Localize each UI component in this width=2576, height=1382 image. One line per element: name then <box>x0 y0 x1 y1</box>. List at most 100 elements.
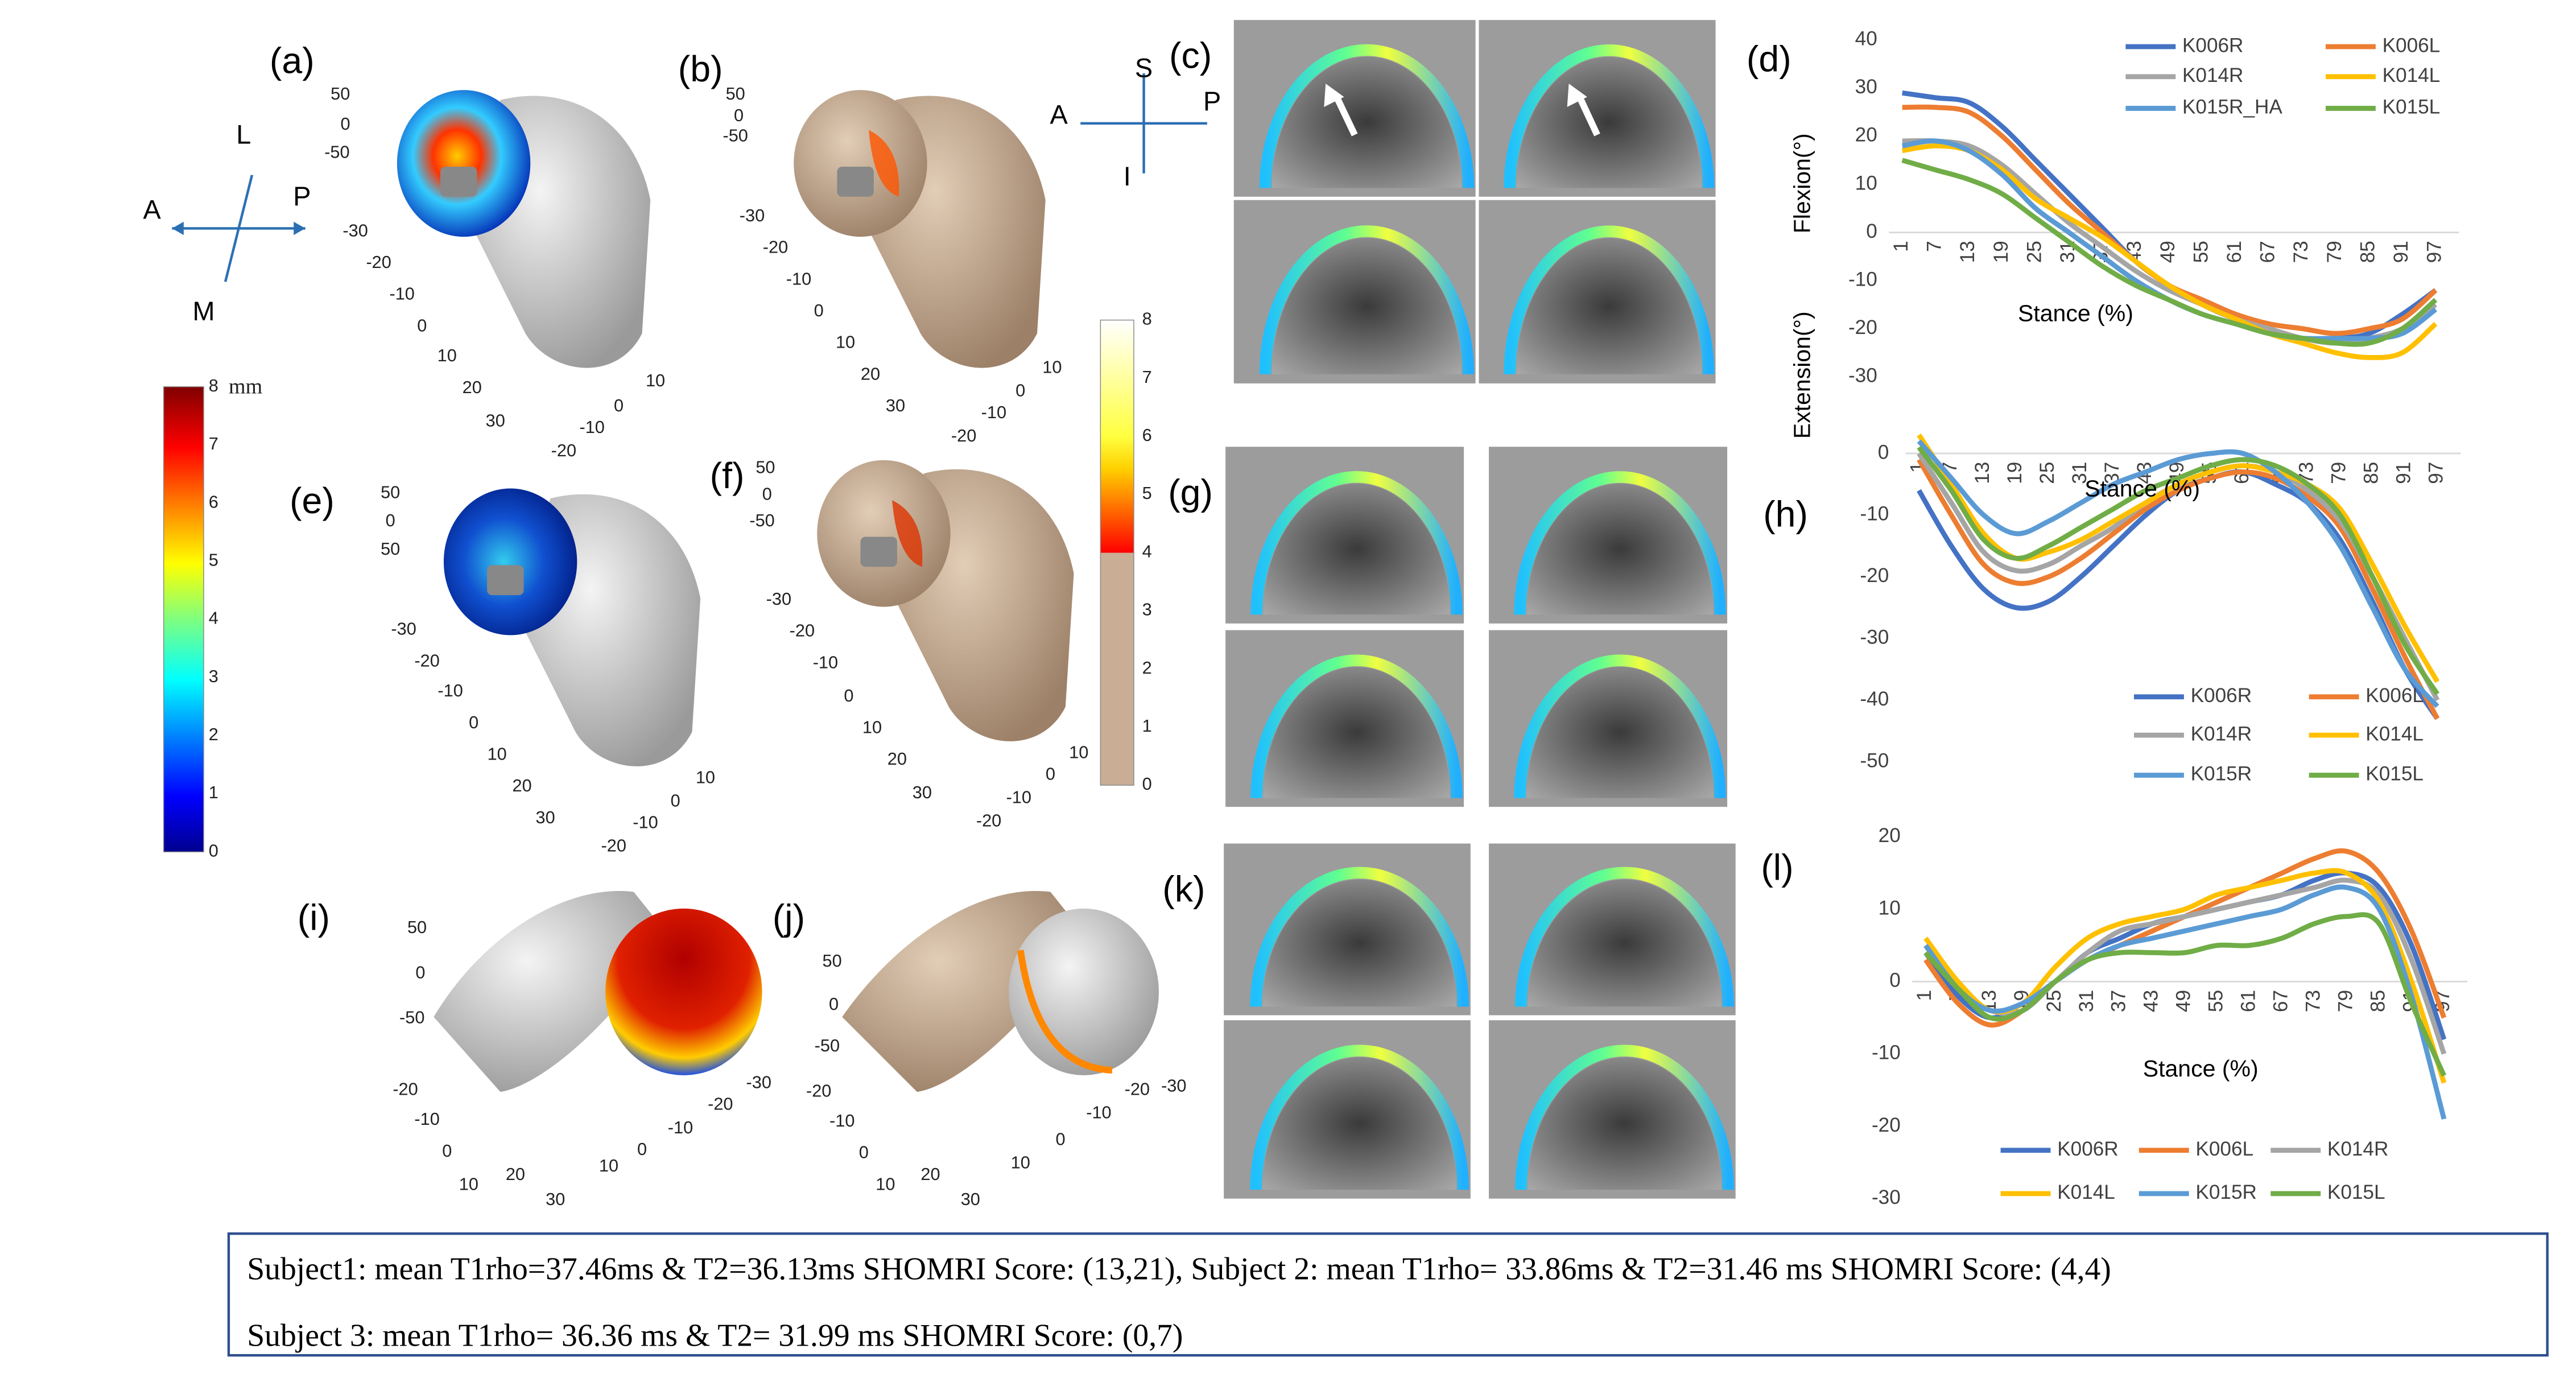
y-tick-label: 0 <box>1889 969 1901 991</box>
x-tick-label: 7 <box>1923 241 1946 252</box>
humeral-head <box>605 908 762 1075</box>
render-tick-label: 0 <box>734 105 744 125</box>
panel-label: (b) <box>678 48 723 89</box>
render-tick-label: 0 <box>671 790 680 810</box>
x-tick-label: 97 <box>2425 462 2447 484</box>
render-tick-label: 30 <box>486 410 505 430</box>
orientation-label: M <box>192 296 214 326</box>
render-tick-label: -10 <box>981 402 1006 422</box>
x-tick-label: 25 <box>2023 241 2045 263</box>
render-tick-label: 0 <box>415 962 425 982</box>
render-tick-label: 0 <box>442 1141 452 1161</box>
x-tick-label: 37 <box>2108 990 2130 1012</box>
render-tick-label: -20 <box>806 1080 831 1100</box>
render-tick-label: 10 <box>876 1174 895 1194</box>
y-tick-label: 0 <box>1878 441 1889 463</box>
humeral-head <box>397 90 531 237</box>
render-tick-label: 0 <box>1055 1129 1065 1149</box>
y-tick-label: 20 <box>1855 124 1877 146</box>
legend-label: K015L <box>2327 1181 2385 1203</box>
mri-bone <box>1526 667 1714 798</box>
mri-bone <box>1528 879 1722 1007</box>
x-axis-label: Stance (%) <box>2143 1055 2259 1082</box>
render-tick-label: -30 <box>391 619 416 639</box>
render-tick-label: -50 <box>324 142 349 162</box>
arrow-indicator <box>1567 83 1587 107</box>
render-tick-label: 10 <box>437 345 457 365</box>
x-tick-label: 13 <box>1956 241 1979 263</box>
colorbar-tick-label: 4 <box>1142 541 1152 561</box>
legend-label: K006R <box>2182 34 2244 56</box>
render-tick-label: 30 <box>913 782 932 802</box>
y-axis-label: Extension(°) <box>1789 311 1815 439</box>
render-tick-label: -20 <box>790 621 815 641</box>
legend-label: K014R <box>2191 723 2252 745</box>
colorbar-tick-label: 7 <box>209 434 218 453</box>
render-tick-label: 10 <box>459 1174 478 1194</box>
render-tick-label: 0 <box>341 114 350 134</box>
render-tick-label: 0 <box>386 510 395 530</box>
cartilage-map <box>1250 1045 1469 1190</box>
y-tick-label: -30 <box>1860 626 1889 648</box>
cartilage-map <box>1259 225 1475 374</box>
render-tick-label: 30 <box>536 807 555 827</box>
render-tick-label: 20 <box>463 377 482 397</box>
panel-label: (l) <box>1761 847 1793 888</box>
caption-line: Subject 3: mean T1rho= 36.36 ms & T2= 31… <box>247 1318 1183 1354</box>
x-tick-label: 1 <box>1913 990 1935 1001</box>
cartilage-map <box>1515 867 1734 1007</box>
render-tick-label: -10 <box>1006 787 1031 807</box>
cartilage-rim <box>1017 950 1113 1074</box>
legend-label: K015R <box>2191 763 2252 785</box>
x-axis-label: Stance (%) <box>2084 475 2200 501</box>
x-tick-label: 67 <box>2257 241 2279 263</box>
y-tick-label: 0 <box>1866 220 1877 242</box>
x-tick-label: 85 <box>2356 241 2379 263</box>
arrow-head <box>172 221 184 236</box>
x-tick-label: 1 <box>1890 241 1912 252</box>
colorbar-tick-label: 3 <box>209 666 218 686</box>
legend-label: K006L <box>2366 684 2424 707</box>
x-tick-label: 91 <box>2393 462 2415 484</box>
series-line <box>1923 884 2447 1120</box>
render-tick-label: 0 <box>614 395 624 415</box>
y-tick-label: 30 <box>1855 76 1877 98</box>
cartilage-patch <box>892 500 923 567</box>
mri-bone <box>1272 56 1462 188</box>
render-tick-label: -10 <box>813 652 838 672</box>
colorbar-tick-label: 8 <box>1142 309 1152 329</box>
x-tick-label: 31 <box>2069 462 2091 484</box>
panel-label: (e) <box>290 480 335 521</box>
orientation-label: P <box>293 181 311 211</box>
colorbar-tick-label: 2 <box>209 724 218 744</box>
y-tick-label: 10 <box>1855 172 1877 194</box>
render-tick-label: 10 <box>1011 1152 1030 1172</box>
legend-label: K014R <box>2182 64 2244 86</box>
y-tick-label: -20 <box>1848 316 1877 339</box>
y-tick-label: -20 <box>1860 564 1889 587</box>
render-tick-label: -30 <box>766 589 791 609</box>
colorbar-tick-label: 1 <box>1142 716 1152 736</box>
humeral-head <box>794 90 927 237</box>
render-tick-label: 0 <box>637 1139 647 1159</box>
y-tick-label: -30 <box>1872 1186 1901 1208</box>
render-tick-label: 50 <box>726 84 745 104</box>
render-tick-label: 10 <box>488 744 507 764</box>
render-tick-label: -50 <box>749 510 774 530</box>
y-tick-label: -10 <box>1872 1042 1901 1064</box>
orientation-label: I <box>1124 162 1131 191</box>
caption-box <box>227 1232 2549 1357</box>
legend-label: K006L <box>2195 1138 2253 1160</box>
series-line <box>1901 138 2437 341</box>
mri-bone <box>1528 1057 1722 1190</box>
render-tick-label: 30 <box>886 395 905 415</box>
render-tick-label: 0 <box>859 1142 869 1162</box>
mri-bone <box>1263 667 1450 798</box>
render-tick-label: 10 <box>696 767 715 787</box>
x-tick-label: 73 <box>2290 241 2312 263</box>
render-tick-label: 50 <box>823 951 842 971</box>
render-tick-label: 10 <box>862 717 882 737</box>
orientation-label: A <box>143 195 162 225</box>
render-tick-label: -50 <box>723 125 748 145</box>
